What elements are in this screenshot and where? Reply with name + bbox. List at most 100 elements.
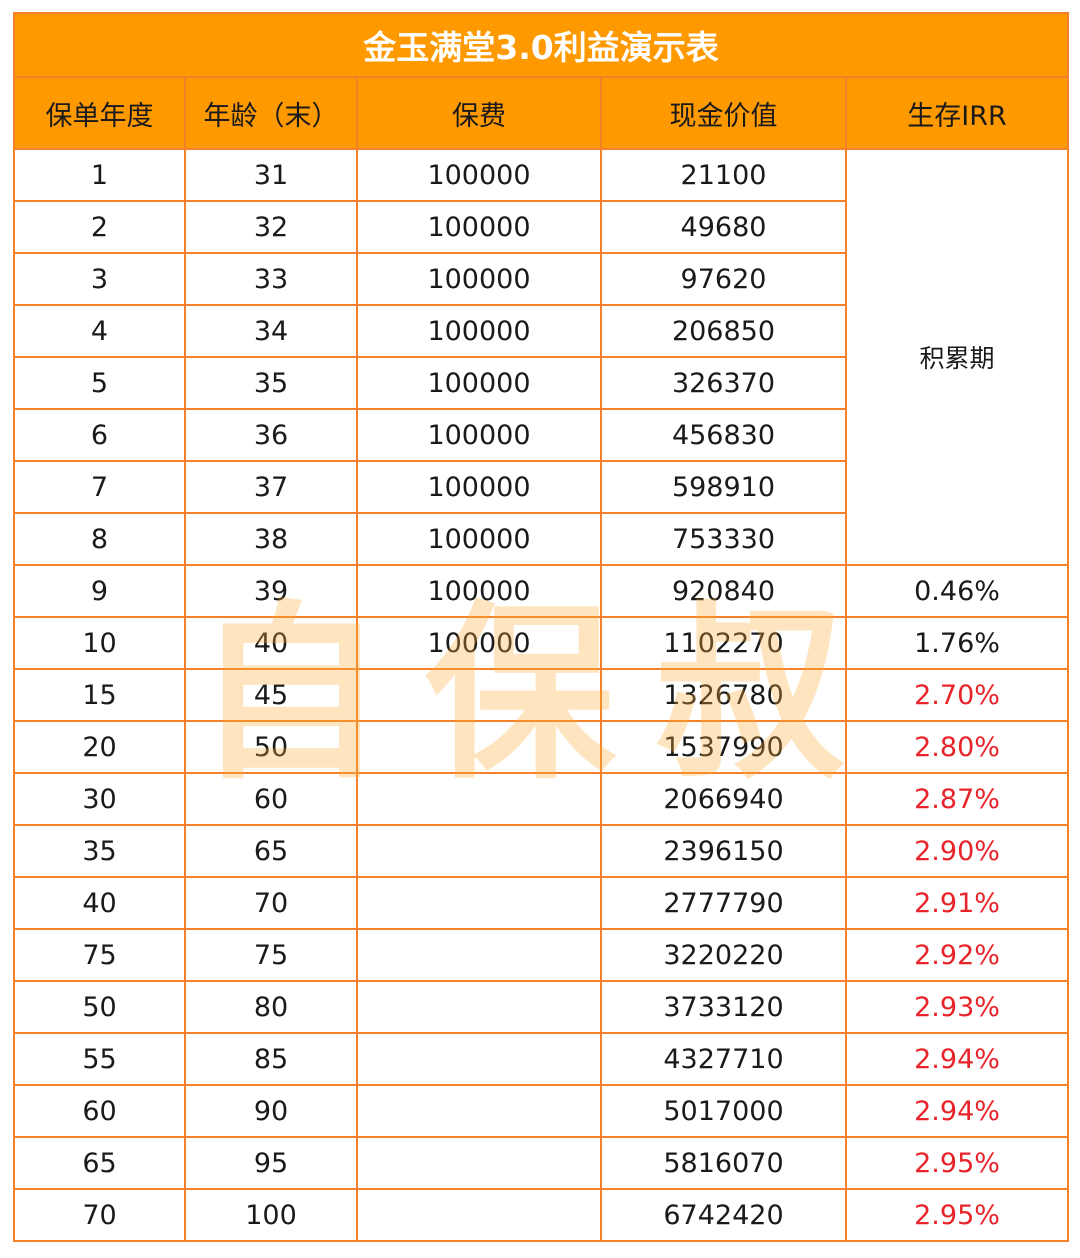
cell-survival-irr: 2.91% bbox=[844, 876, 1070, 930]
cell-age: 40 bbox=[184, 616, 358, 670]
cell-premium bbox=[356, 1136, 602, 1190]
cell-policy-year: 15 bbox=[13, 668, 186, 722]
cell-cash-value: 2777790 bbox=[600, 876, 847, 930]
cell-premium bbox=[356, 980, 602, 1034]
cell-age: 34 bbox=[184, 304, 358, 358]
cell-cash-value: 49680 bbox=[600, 200, 847, 254]
table-row: 2 32 100000 49680 bbox=[13, 200, 1068, 254]
cell-policy-year: 3 bbox=[13, 252, 186, 306]
cell-cash-value: 1326780 bbox=[600, 668, 847, 722]
table-row: 40 70 2777790 2.91% bbox=[13, 876, 1070, 930]
cell-premium bbox=[356, 720, 602, 774]
cell-premium: 100000 bbox=[356, 564, 602, 618]
cell-premium: 100000 bbox=[356, 356, 602, 410]
table-row: 35 65 2396150 2.90% bbox=[13, 824, 1070, 878]
table-row: 6 36 100000 456830 bbox=[13, 408, 1068, 462]
cell-premium: 100000 bbox=[356, 512, 602, 566]
cell-age: 37 bbox=[184, 460, 358, 514]
table-row: 5 35 100000 326370 bbox=[13, 356, 1068, 410]
cell-policy-year: 20 bbox=[13, 720, 186, 774]
cell-survival-irr: 2.95% bbox=[844, 1188, 1070, 1242]
column-header-cash-value: 现金价值 bbox=[600, 76, 847, 150]
cell-cash-value: 97620 bbox=[600, 252, 847, 306]
cell-policy-year: 40 bbox=[13, 876, 186, 930]
table-row: 70 100 6742420 2.95% bbox=[13, 1188, 1070, 1242]
table-row: 15 45 1326780 2.70% bbox=[13, 668, 1070, 722]
cell-premium: 100000 bbox=[356, 200, 602, 254]
cell-cash-value: 4327710 bbox=[600, 1032, 847, 1086]
table-row: 60 90 5017000 2.94% bbox=[13, 1084, 1070, 1138]
cell-cash-value: 5816070 bbox=[600, 1136, 847, 1190]
cell-survival-irr: 2.94% bbox=[844, 1032, 1070, 1086]
cell-survival-irr: 1.76% bbox=[844, 616, 1070, 670]
cell-premium bbox=[356, 1032, 602, 1086]
cell-premium: 100000 bbox=[356, 148, 602, 202]
cell-age: 35 bbox=[184, 356, 358, 410]
table-row: 4 34 100000 206850 bbox=[13, 304, 1068, 358]
table-row: 7 37 100000 598910 bbox=[13, 460, 1068, 514]
cell-policy-year: 10 bbox=[13, 616, 186, 670]
cell-policy-year: 35 bbox=[13, 824, 186, 878]
cell-premium: 100000 bbox=[356, 304, 602, 358]
cell-policy-year: 55 bbox=[13, 1032, 186, 1086]
cell-policy-year: 70 bbox=[13, 1188, 186, 1242]
cell-cash-value: 1537990 bbox=[600, 720, 847, 774]
cell-survival-irr: 2.94% bbox=[844, 1084, 1070, 1138]
table-row: 3 33 100000 97620 bbox=[13, 252, 1068, 306]
cell-age: 95 bbox=[184, 1136, 358, 1190]
table-row: 9 39 100000 920840 0.46% bbox=[13, 564, 1070, 618]
cell-policy-year: 5 bbox=[13, 356, 186, 410]
cell-age: 100 bbox=[184, 1188, 358, 1242]
column-header-age: 年龄（末） bbox=[184, 76, 358, 150]
cell-premium bbox=[356, 772, 602, 826]
cell-cash-value: 3220220 bbox=[600, 928, 847, 982]
cell-policy-year: 65 bbox=[13, 1136, 186, 1190]
cell-policy-year: 7 bbox=[13, 460, 186, 514]
cell-premium bbox=[356, 824, 602, 878]
table-row: 75 75 3220220 2.92% bbox=[13, 928, 1070, 982]
cell-premium: 100000 bbox=[356, 460, 602, 514]
cell-policy-year: 30 bbox=[13, 772, 186, 826]
cell-survival-irr: 2.70% bbox=[844, 668, 1070, 722]
cell-premium: 100000 bbox=[356, 252, 602, 306]
cell-survival-irr: 0.46% bbox=[844, 564, 1070, 618]
cell-cash-value: 5017000 bbox=[600, 1084, 847, 1138]
cell-cash-value: 206850 bbox=[600, 304, 847, 358]
cell-policy-year: 1 bbox=[13, 148, 186, 202]
cell-survival-irr: 2.87% bbox=[844, 772, 1070, 826]
cell-cash-value: 2396150 bbox=[600, 824, 847, 878]
cell-cash-value: 3733120 bbox=[600, 980, 847, 1034]
cell-age: 31 bbox=[184, 148, 358, 202]
cell-accumulation-period: 积累期 bbox=[844, 148, 1070, 566]
cell-age: 60 bbox=[184, 772, 358, 826]
cell-age: 38 bbox=[184, 512, 358, 566]
cell-survival-irr: 2.95% bbox=[844, 1136, 1070, 1190]
cell-survival-irr: 2.90% bbox=[844, 824, 1070, 878]
cell-age: 80 bbox=[184, 980, 358, 1034]
cell-age: 45 bbox=[184, 668, 358, 722]
table-row: 50 80 3733120 2.93% bbox=[13, 980, 1070, 1034]
cell-cash-value: 326370 bbox=[600, 356, 847, 410]
cell-policy-year: 4 bbox=[13, 304, 186, 358]
cell-premium: 100000 bbox=[356, 616, 602, 670]
cell-cash-value: 456830 bbox=[600, 408, 847, 462]
cell-policy-year: 75 bbox=[13, 928, 186, 982]
cell-cash-value: 21100 bbox=[600, 148, 847, 202]
cell-cash-value: 6742420 bbox=[600, 1188, 847, 1242]
table-row: 65 95 5816070 2.95% bbox=[13, 1136, 1070, 1190]
cell-policy-year: 2 bbox=[13, 200, 186, 254]
cell-policy-year: 50 bbox=[13, 980, 186, 1034]
column-header-premium: 保费 bbox=[356, 76, 602, 150]
cell-policy-year: 6 bbox=[13, 408, 186, 462]
cell-age: 90 bbox=[184, 1084, 358, 1138]
table-title: 金玉满堂3.0利益演示表 bbox=[12, 12, 1070, 78]
column-header-policy-year: 保单年度 bbox=[13, 76, 186, 150]
table-row: 1 31 100000 21100 积累期 bbox=[13, 148, 1070, 566]
cell-premium bbox=[356, 1188, 602, 1242]
table-row: 8 38 100000 753330 bbox=[13, 512, 1068, 566]
cell-age: 36 bbox=[184, 408, 358, 462]
cell-policy-year: 9 bbox=[13, 564, 186, 618]
cell-premium bbox=[356, 928, 602, 982]
cell-survival-irr: 2.93% bbox=[844, 980, 1070, 1034]
